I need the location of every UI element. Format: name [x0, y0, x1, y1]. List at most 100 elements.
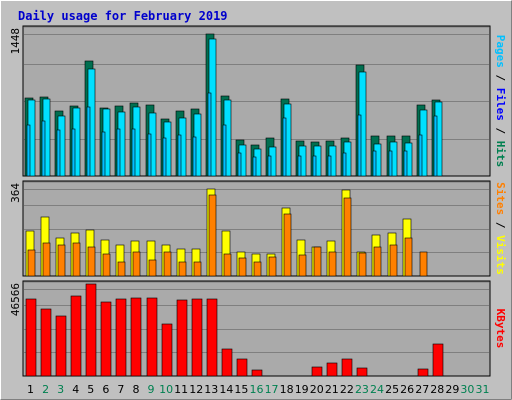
- series-legend-label: KBytes: [494, 309, 507, 349]
- bar-sites-day-17: [268, 256, 277, 277]
- bar-pages-day-20: [312, 155, 317, 177]
- legend-part: /: [494, 68, 507, 88]
- y-max-label: 364: [9, 183, 22, 203]
- bar-pages-day-28: [433, 115, 438, 177]
- x-tick-label-4: 4: [72, 383, 79, 396]
- bar-sites-day-12: [193, 261, 202, 277]
- x-tick-label-6: 6: [102, 383, 109, 396]
- bar-sites-day-22: [343, 197, 352, 277]
- panel-visits-sites: 364 Sites / Visits: [9, 180, 507, 277]
- x-tick-label-21: 21: [325, 383, 339, 396]
- bar-pages-day-6: [101, 131, 106, 177]
- bar-pages-day-13: [207, 92, 212, 177]
- bar-kbytes-day-21: [326, 362, 338, 377]
- series-legend-label: Pages / Files / Hits: [494, 35, 507, 168]
- x-tick-label-1: 1: [27, 383, 34, 396]
- bar-kbytes-day-11: [176, 299, 188, 377]
- bar-sites-day-4: [72, 242, 81, 277]
- bar-pages-day-4: [71, 128, 76, 177]
- bar-pages-day-22: [342, 152, 347, 177]
- x-tick-label-25: 25: [385, 383, 399, 396]
- series-pages: [26, 92, 438, 177]
- bar-kbytes-day-23: [356, 367, 368, 377]
- x-tick-label-20: 20: [310, 383, 324, 396]
- bar-sites-day-20: [313, 246, 322, 277]
- bar-sites-day-1: [27, 249, 36, 277]
- bar-kbytes-day-5: [85, 283, 97, 377]
- bar-kbytes-day-4: [70, 295, 82, 377]
- bar-kbytes-day-2: [40, 308, 52, 377]
- chart-panels: 1448 Pages / Files / Hits 364 Sites / Visit…: [9, 25, 507, 377]
- legend-part: /: [494, 215, 507, 235]
- bar-pages-day-21: [327, 155, 332, 177]
- x-tick-label-8: 8: [132, 383, 139, 396]
- bar-kbytes-day-22: [341, 358, 353, 377]
- x-tick-label-14: 14: [219, 383, 233, 396]
- bar-kbytes-day-9: [146, 297, 158, 377]
- bar-sites-day-11: [178, 261, 187, 277]
- bar-sites-day-19: [298, 254, 307, 277]
- legend-part: Pages: [494, 35, 507, 68]
- x-tick-label-12: 12: [189, 383, 203, 396]
- bar-kbytes-day-7: [115, 298, 127, 377]
- bar-pages-day-24: [372, 150, 377, 177]
- series-kbytes: [25, 283, 444, 377]
- bar-sites-day-27: [419, 251, 428, 277]
- legend-part: Visits: [494, 235, 507, 275]
- legend-part: Hits: [494, 141, 507, 168]
- bar-sites-day-15: [238, 257, 247, 277]
- x-tick-label-9: 9: [148, 383, 155, 396]
- x-tick-label-24: 24: [370, 383, 384, 396]
- bar-kbytes-day-12: [191, 298, 203, 377]
- bar-sites-day-2: [42, 242, 51, 277]
- bar-pages-day-23: [357, 114, 362, 177]
- bar-sites-day-7: [117, 261, 126, 277]
- x-tick-label-26: 26: [400, 383, 414, 396]
- legend-part: /: [494, 121, 507, 141]
- x-tick-label-10: 10: [159, 383, 173, 396]
- x-tick-label-22: 22: [340, 383, 354, 396]
- x-tick-label-18: 18: [280, 383, 294, 396]
- bar-sites-day-16: [253, 261, 262, 277]
- bar-pages-day-11: [177, 134, 182, 177]
- bar-pages-day-12: [192, 136, 197, 177]
- bar-pages-day-27: [418, 134, 423, 177]
- bar-sites-day-3: [57, 244, 66, 277]
- legend-part: KBytes: [494, 309, 507, 349]
- panel-hits-files-pages: 1448 Pages / Files / Hits: [9, 25, 507, 177]
- x-tick-label-5: 5: [87, 383, 94, 396]
- x-tick-label-16: 16: [250, 383, 264, 396]
- bar-pages-day-15: [237, 152, 242, 177]
- bar-pages-day-2: [41, 120, 46, 177]
- x-tick-label-19: 19: [295, 383, 309, 396]
- bar-sites-day-21: [328, 251, 337, 277]
- series-files: [27, 38, 443, 177]
- bar-sites-day-24: [373, 246, 382, 277]
- bar-sites-day-6: [102, 253, 111, 277]
- bar-sites-day-23: [358, 252, 367, 277]
- bar-kbytes-day-28: [432, 343, 444, 377]
- x-tick-label-13: 13: [204, 383, 218, 396]
- bar-pages-day-18: [282, 117, 287, 177]
- bar-kbytes-day-10: [161, 323, 173, 377]
- x-tick-label-2: 2: [42, 383, 49, 396]
- bar-kbytes-day-16: [251, 369, 263, 377]
- y-max-label: 46566: [9, 283, 22, 316]
- bar-kbytes-day-8: [130, 297, 142, 377]
- panel-kbytes: 46566 KBytes: [9, 280, 507, 377]
- bar-pages-day-7: [116, 128, 121, 177]
- bar-kbytes-day-1: [25, 298, 37, 377]
- bar-pages-day-10: [162, 137, 167, 177]
- bar-sites-day-26: [404, 237, 413, 277]
- bar-pages-day-3: [56, 129, 61, 177]
- bar-sites-day-13: [208, 194, 217, 277]
- bar-pages-day-25: [388, 150, 393, 177]
- x-tick-label-15: 15: [234, 383, 248, 396]
- x-axis-day-labels: 1 2 3 4 5 6 7 8 9 10 11 12 13 14 15 16 17 18 19 20 21 22 23 24 2…: [27, 383, 489, 396]
- x-tick-label-28: 28: [430, 383, 444, 396]
- bar-kbytes-day-3: [55, 315, 67, 377]
- series-legend-label: Sites / Visits: [494, 182, 507, 275]
- bar-sites-day-18: [283, 213, 292, 277]
- bar-kbytes-day-6: [100, 301, 112, 377]
